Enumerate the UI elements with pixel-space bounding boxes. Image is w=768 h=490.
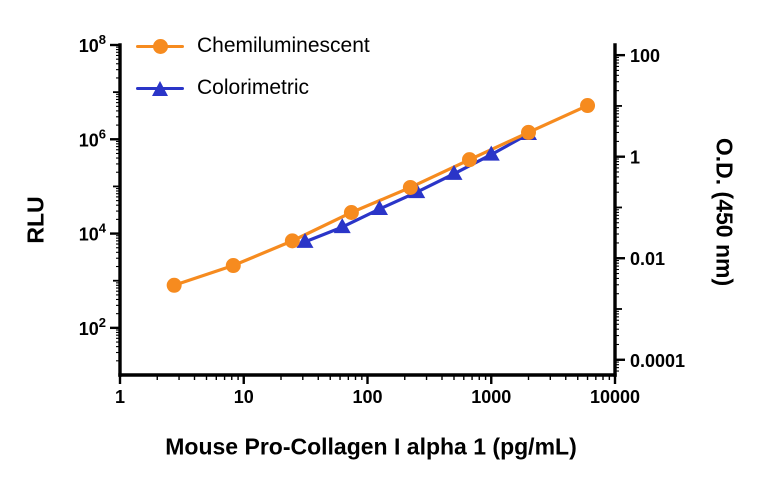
triangle-marker-icon (151, 81, 168, 96)
legend-swatch (136, 36, 184, 56)
x-axis-title: Mouse Pro-Collagen I alpha 1 (pg/mL) (165, 433, 577, 460)
svg-text:10000: 10000 (590, 387, 640, 407)
svg-text:108: 108 (79, 32, 106, 56)
svg-text:0.01: 0.01 (630, 249, 665, 269)
svg-text:0.0001: 0.0001 (630, 351, 685, 371)
legend-item-chemiluminescent: Chemiluminescent (136, 25, 370, 67)
legend-label-chemiluminescent: Chemiluminescent (197, 34, 370, 57)
legend-label-colorimetric: Colorimetric (197, 76, 310, 99)
svg-text:1: 1 (115, 387, 125, 407)
legend-swatch (136, 78, 184, 98)
right-axis-title: O.D. (450 nm) (711, 137, 738, 287)
left-axis-title: RLU (22, 196, 49, 244)
circle-marker-icon (152, 38, 168, 54)
svg-text:1: 1 (630, 148, 640, 168)
svg-text:100: 100 (630, 46, 660, 66)
svg-text:106: 106 (79, 126, 106, 150)
svg-text:100: 100 (352, 387, 382, 407)
chart-legend: Chemiluminescent Colorimetric (136, 25, 370, 109)
svg-text:10: 10 (234, 387, 254, 407)
svg-text:102: 102 (79, 315, 106, 339)
svg-text:104: 104 (79, 221, 107, 245)
legend-item-colorimetric: Colorimetric (136, 67, 370, 109)
svg-text:1000: 1000 (471, 387, 511, 407)
